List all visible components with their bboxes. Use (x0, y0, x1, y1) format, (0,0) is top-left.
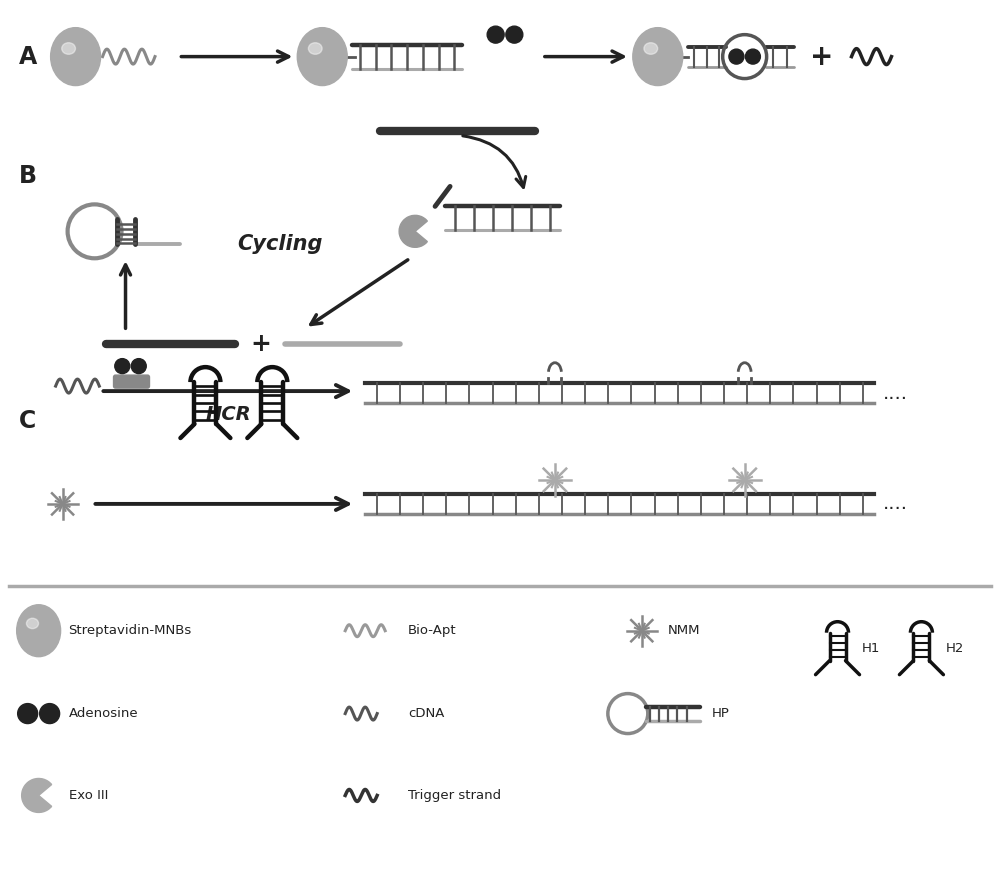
Text: Adenosine: Adenosine (69, 707, 138, 720)
Text: Streptavidin-MNBs: Streptavidin-MNBs (69, 625, 192, 637)
Text: Trigger strand: Trigger strand (408, 789, 501, 802)
Text: Exo III: Exo III (69, 789, 108, 802)
Ellipse shape (62, 43, 75, 54)
Circle shape (40, 703, 60, 724)
Ellipse shape (297, 27, 347, 86)
Text: ....: .... (882, 494, 907, 513)
Wedge shape (22, 779, 52, 812)
Text: NMM: NMM (668, 625, 700, 637)
FancyArrowPatch shape (463, 136, 526, 188)
Text: ....: .... (882, 384, 907, 402)
Text: Cycling: Cycling (238, 234, 323, 254)
Wedge shape (399, 215, 427, 247)
Circle shape (729, 49, 744, 64)
Text: H2: H2 (945, 642, 964, 655)
Ellipse shape (51, 27, 101, 86)
Ellipse shape (633, 27, 683, 86)
Text: B: B (19, 165, 37, 189)
Circle shape (487, 27, 504, 43)
Ellipse shape (308, 43, 322, 54)
Text: C: C (19, 409, 36, 433)
Text: HP: HP (712, 707, 730, 720)
Ellipse shape (644, 43, 658, 54)
Ellipse shape (26, 618, 39, 629)
Text: +: + (250, 332, 271, 356)
FancyBboxPatch shape (114, 375, 149, 388)
Circle shape (18, 703, 38, 724)
Text: H1: H1 (861, 642, 880, 655)
Text: +: + (810, 43, 833, 71)
Text: HCR: HCR (206, 405, 251, 424)
Text: A: A (19, 44, 37, 68)
Ellipse shape (17, 605, 61, 657)
Text: Bio-Apt: Bio-Apt (408, 625, 457, 637)
Text: cDNA: cDNA (408, 707, 445, 720)
Circle shape (506, 27, 523, 43)
Circle shape (745, 49, 760, 64)
Circle shape (115, 359, 130, 374)
Circle shape (131, 359, 146, 374)
